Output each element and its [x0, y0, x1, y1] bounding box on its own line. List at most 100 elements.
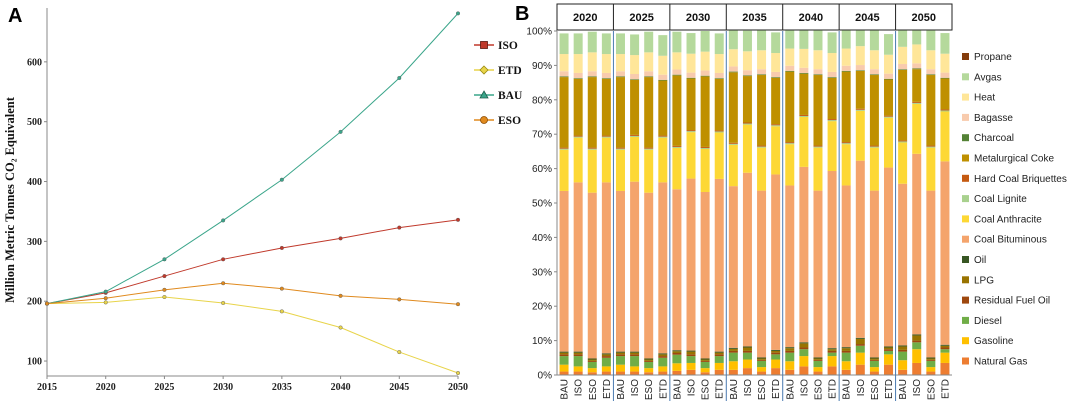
- bar-segment-avgas: [940, 33, 950, 54]
- bar-segment-avgas: [601, 33, 611, 55]
- bar-segment-coal-bituminous: [714, 178, 724, 352]
- bar-segment-bagasse: [630, 74, 640, 80]
- bar-segment-coal-bituminous: [884, 167, 894, 347]
- bar-segment-coal-anthracite: [615, 149, 625, 191]
- bar-segment-coal-bituminous: [573, 182, 583, 352]
- bar-segment-gasoline: [799, 356, 809, 367]
- bar-segment-gasoline: [672, 363, 682, 371]
- bar-segment-bagasse: [898, 64, 908, 70]
- bar-segment-coal-lignite: [884, 116, 894, 118]
- panel-b-x-tick-label: BAU: [560, 379, 571, 400]
- bar-segment-gasoline: [926, 367, 936, 372]
- bar-segment-natural-gas: [869, 371, 879, 375]
- bar-segment-residual-fuel-oil: [898, 349, 908, 352]
- bar-segment-hard-coal-briquettes: [700, 146, 710, 148]
- bar-segment-diesel: [827, 352, 837, 357]
- bar-segment-residual-fuel-oil: [573, 354, 583, 357]
- panel-a-series: [45, 11, 461, 376]
- bar-segment-coal-lignite: [869, 146, 879, 148]
- bar-segment-coal-lignite: [785, 143, 795, 145]
- bar-segment-coal-bituminous: [559, 190, 569, 352]
- bar-segment-coal-anthracite: [686, 132, 696, 179]
- bar-segment-metalurgical-coke: [714, 78, 724, 131]
- bar-segment-gasoline: [869, 367, 879, 372]
- year-header-2035: 2035: [742, 12, 766, 24]
- bar-segment-heat: [742, 51, 752, 71]
- bar-segment-heat: [799, 48, 809, 68]
- bar-segment-coal-lignite: [813, 146, 823, 148]
- bar-segment-natural-gas: [658, 371, 668, 375]
- panel-a-x-tick-label: 2040: [331, 382, 351, 393]
- bar-segment-oil: [686, 350, 696, 352]
- panel-a-ticks: 100 200 300 400 500 600 2015 2020 2025 2030 2035 20…: [27, 57, 468, 393]
- bar-segment-hard-coal-briquettes: [573, 135, 583, 137]
- bar-segment-charcoal: [869, 74, 879, 76]
- bar-segment-hard-coal-briquettes: [714, 130, 724, 132]
- panel-b-x-tick-label: ESO: [926, 379, 937, 400]
- bar-segment-charcoal: [813, 74, 823, 76]
- bar-segment-hard-coal-briquettes: [912, 101, 922, 103]
- panel-a-y-tick-label: 200: [27, 297, 42, 308]
- bar-segment-coal-anthracite: [700, 148, 710, 192]
- bar-segment-lpg: [700, 359, 710, 361]
- data-point-eso: [456, 302, 461, 307]
- bar-segment-oil: [898, 345, 908, 347]
- bar-segment-diesel: [898, 351, 908, 361]
- data-point-eso: [397, 297, 402, 302]
- bar-segment-metalurgical-coke: [813, 75, 823, 146]
- panel-a-y-tick-label: 100: [27, 357, 42, 368]
- panel-a-x-tick-label: 2025: [154, 382, 174, 393]
- bar-segment-oil: [827, 348, 837, 350]
- bar-segment-residual-fuel-oil: [841, 350, 851, 353]
- bar-segment-oil: [644, 358, 654, 360]
- bar-segment-heat: [630, 55, 640, 74]
- legend-label-lpg: LPG: [974, 275, 994, 286]
- panel-a-y-axis-label: Million Metric Tonnes CO₂ Equivalent: [3, 96, 17, 303]
- bar-segment-natural-gas: [884, 364, 894, 375]
- panel-a-x-tick-label: 2015: [37, 382, 57, 393]
- bar-segment-avgas: [855, 25, 865, 47]
- bar-segment-hard-coal-briquettes: [630, 134, 640, 136]
- bar-segment-coal-bituminous: [869, 190, 879, 358]
- bar-segment-heat: [813, 50, 823, 70]
- bar-segment-diesel: [855, 345, 865, 353]
- bar-segment-residual-fuel-oil: [869, 359, 879, 361]
- bar-segment-coal-lignite: [742, 123, 752, 125]
- bar-segment-natural-gas: [785, 369, 795, 375]
- bar-segment-hard-coal-briquettes: [785, 142, 795, 144]
- bar-segment-charcoal: [714, 78, 724, 79]
- bar-segment-hard-coal-briquettes: [686, 130, 696, 132]
- bar-segment-metalurgical-coke: [573, 78, 583, 136]
- bar-segment-gasoline: [573, 366, 583, 372]
- bar-segment-lpg: [658, 354, 668, 357]
- legend-label-bau: BAU: [498, 90, 523, 102]
- legend-label-heat: Heat: [974, 93, 995, 104]
- bar-segment-heat: [615, 54, 625, 72]
- bar-segment-oil: [869, 357, 879, 359]
- panel-b-x-tick-label: BAU: [729, 379, 740, 400]
- bar-segment-metalurgical-coke: [940, 78, 950, 110]
- bar-segment-metalurgical-coke: [686, 78, 696, 131]
- bar-segment-lpg: [940, 345, 950, 348]
- bar-segment-coal-anthracite: [869, 147, 879, 191]
- bar-segment-natural-gas: [799, 366, 809, 375]
- bar-segment-coal-lignite: [630, 135, 640, 137]
- bar-segment-bagasse: [785, 65, 795, 71]
- bar-segment-heat: [644, 52, 654, 72]
- bar-segment-diesel: [841, 352, 851, 362]
- bar-segment-diesel: [615, 356, 625, 365]
- bar-segment-gasoline: [615, 364, 625, 372]
- bar-segment-oil: [742, 346, 752, 348]
- bar-segment-metalurgical-coke: [827, 77, 837, 120]
- bar-segment-coal-bituminous: [926, 190, 936, 358]
- bar-segment-oil: [855, 337, 865, 339]
- bar-segment-coal-anthracite: [912, 103, 922, 154]
- panel-a-letter: A: [8, 5, 22, 27]
- bar-segment-metalurgical-coke: [855, 70, 865, 109]
- bar-segment-coal-bituminous: [658, 182, 668, 354]
- bar-segment-hard-coal-briquettes: [644, 147, 654, 149]
- legend-label-avgas: Avgas: [974, 72, 1002, 83]
- panel-a-y-tick-label: 300: [27, 237, 42, 248]
- bar-segment-oil: [658, 353, 668, 355]
- panel-b-x-tick-label: ESO: [701, 379, 712, 400]
